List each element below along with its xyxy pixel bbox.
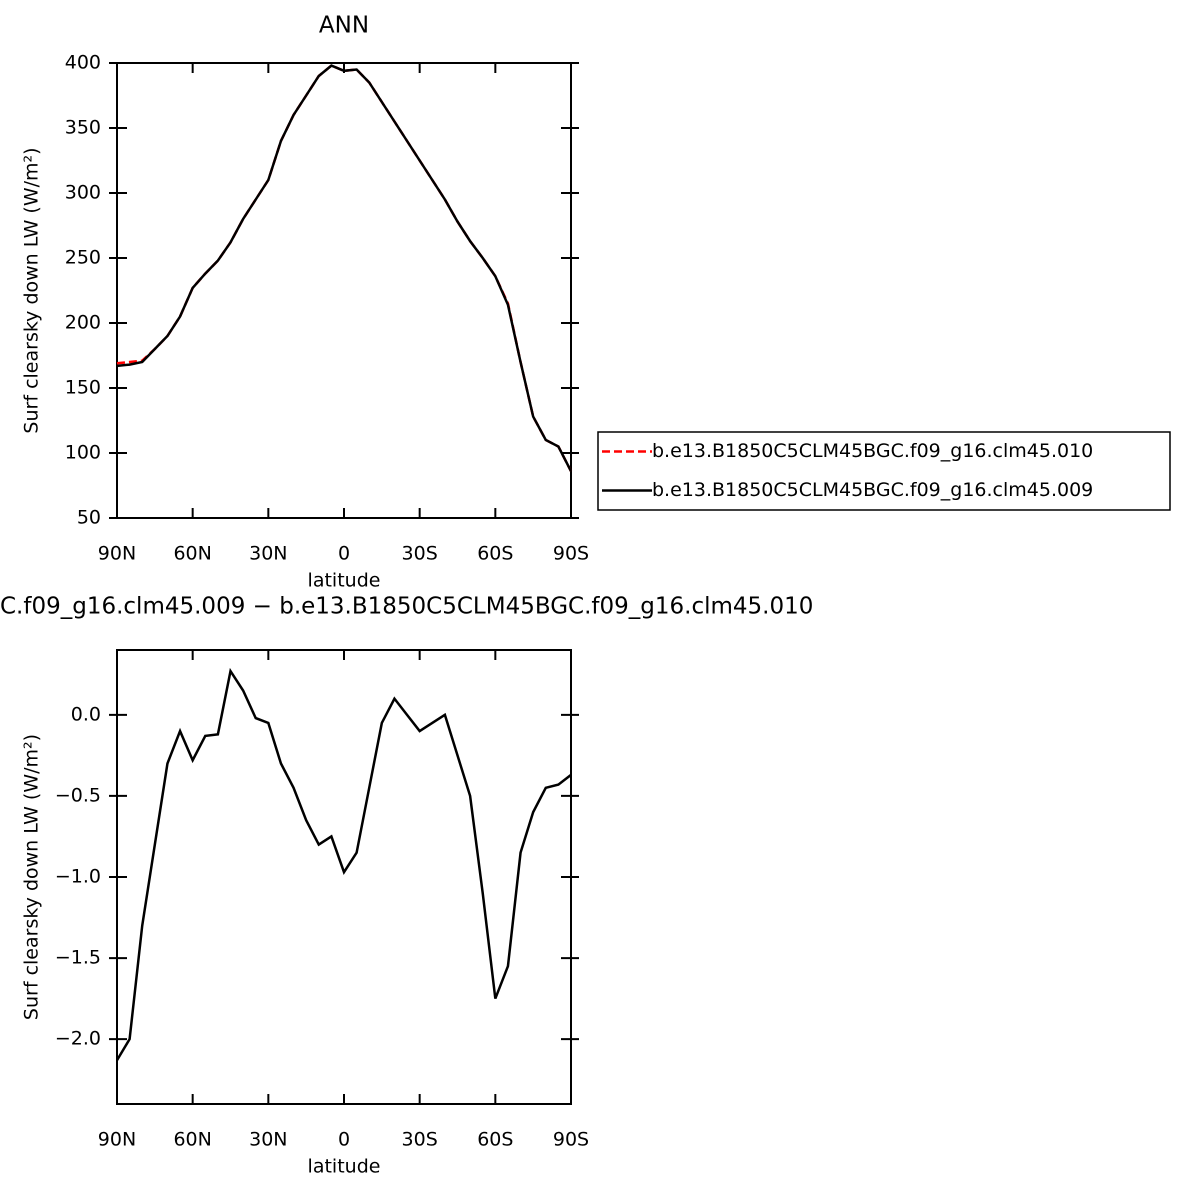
y-tick-label: 50 — [77, 507, 101, 529]
x-tick-label: 90N — [98, 1129, 136, 1151]
x-tick-label: 0 — [338, 543, 350, 565]
x-tick-label: 90S — [553, 543, 589, 565]
y-tick-label: −0.5 — [55, 784, 101, 806]
x-tick-label: 0 — [338, 1129, 350, 1151]
y-tick-label: 400 — [65, 52, 101, 74]
y-tick-label: 0.0 — [71, 703, 101, 725]
data-line — [115, 667, 572, 1061]
chart-title: ANN — [319, 13, 369, 39]
x-axis-label: latitude — [308, 1156, 381, 1178]
x-tick-label: 30N — [249, 543, 287, 565]
chart-title: C.f09_g16.clm45.009 − b.e13.B1850C5CLM45… — [0, 594, 813, 620]
x-tick-label: 30N — [249, 1129, 287, 1151]
x-tick-label: 30S — [402, 1129, 438, 1151]
x-tick-label: 30S — [402, 543, 438, 565]
y-tick-label: 100 — [65, 442, 101, 464]
y-axis-label: Surf clearsky down LW (W/m²) — [21, 734, 43, 1020]
legend-label: b.e13.B1850C5CLM45BGC.f09_g16.clm45.010 — [652, 440, 1093, 462]
y-axis-label: Surf clearsky down LW (W/m²) — [21, 147, 43, 433]
y-tick-label: 150 — [65, 377, 101, 399]
y-tick-label: −1.5 — [55, 947, 101, 969]
y-tick-label: 300 — [65, 182, 101, 204]
x-tick-label: 60S — [477, 1129, 513, 1151]
y-tick-label: 250 — [65, 247, 101, 269]
x-tick-label: 90N — [98, 543, 136, 565]
legend-box — [597, 431, 1171, 511]
y-tick-label: −2.0 — [55, 1028, 101, 1050]
x-tick-label: 60N — [173, 543, 211, 565]
data-line — [116, 64, 573, 472]
y-tick-label: 350 — [65, 117, 101, 139]
x-axis-label: latitude — [308, 570, 381, 592]
legend-label: b.e13.B1850C5CLM45BGC.f09_g16.clm45.009 — [652, 479, 1093, 501]
y-tick-label: −1.0 — [55, 866, 101, 888]
data-line — [116, 64, 573, 472]
x-tick-label: 90S — [553, 1129, 589, 1151]
y-tick-label: 200 — [65, 312, 101, 334]
x-tick-label: 60N — [173, 1129, 211, 1151]
plot-frame — [116, 649, 572, 1105]
x-tick-label: 60S — [477, 543, 513, 565]
